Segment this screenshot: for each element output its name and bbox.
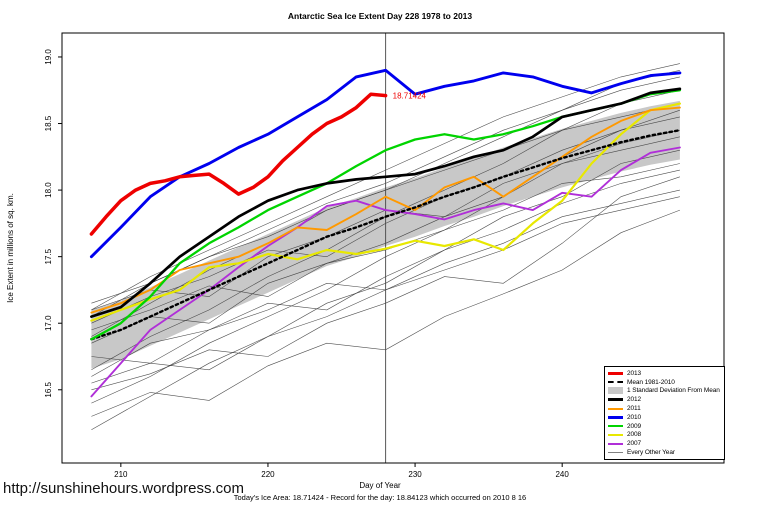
legend-item: Every Other Year [608,448,721,457]
legend-label: 2007 [627,440,642,448]
x-tick-label: 210 [114,470,128,479]
legend-swatch [608,398,623,402]
y-axis-label: Ice Extent in millions of sq. km. [6,193,15,303]
y-tick-label: 18.0 [44,182,53,198]
legend-item: 2011 [608,404,721,413]
chart-title: Antarctic Sea Ice Extent Day 228 1978 to… [287,11,473,21]
y-tick-label: 18.5 [44,115,53,131]
legend-label: 1 Standard Deviation From Mean [627,387,720,395]
record-annotation: 18.71424 [393,92,427,101]
legend-item: 2013 [608,369,721,378]
plot-border [61,32,725,464]
x-tick-label: 220 [261,470,275,479]
legend-swatch [608,387,623,395]
footer-note: Today's Ice Area: 18.71424 - Record for … [233,493,527,502]
series-2012 [90,87,682,318]
legend-item: 2012 [608,395,721,404]
legend-item: Mean 1981-2010 [608,378,721,387]
y-tick-label: 19.0 [44,49,53,65]
site-url[interactable]: http://sunshinehours.wordpress.com [3,480,244,497]
legend-label: Every Other Year [627,449,675,457]
series-2007 [90,146,681,398]
x-tick-label: 240 [555,470,569,479]
legend-label: 2009 [627,422,642,430]
legend-label: 2012 [627,396,642,404]
legend-label: 2013 [627,369,642,377]
legend-swatch [608,452,623,454]
legend-swatch [608,415,623,419]
legend-label: 2011 [627,405,641,413]
series-2013 [89,92,388,236]
legend-swatch [608,371,623,375]
y-tick-label: 16.5 [44,381,53,397]
legend-label: 2010 [627,413,642,421]
x-axis-label: Day of Year [359,481,401,490]
legend-item: 2007 [608,439,721,448]
legend-swatch [608,442,623,445]
series-mean-1981-2010 [90,128,682,341]
series-2011 [90,106,681,314]
legend-item: 2008 [608,431,721,440]
legend-swatch [608,433,623,436]
legend-swatch [608,381,623,384]
legend-item: 2010 [608,413,721,422]
y-tick-label: 17.0 [44,315,53,331]
y-tick-label: 17.5 [44,248,53,264]
legend-label: Mean 1981-2010 [627,378,675,386]
legend-item: 1 Standard Deviation From Mean [608,387,721,396]
legend-swatch [608,407,623,410]
legend-label: 2008 [627,431,642,439]
legend-item: 2009 [608,422,721,431]
series-2008 [90,102,682,322]
plot-svg: Ice Extent in millions of sq. km. 210 220… [6,32,725,479]
series-2010 [89,68,682,259]
legend: 2013 Mean 1981-2010 1 Standard Deviation F… [604,366,725,460]
legend-swatch [608,425,623,428]
x-tick-label: 230 [408,470,422,479]
